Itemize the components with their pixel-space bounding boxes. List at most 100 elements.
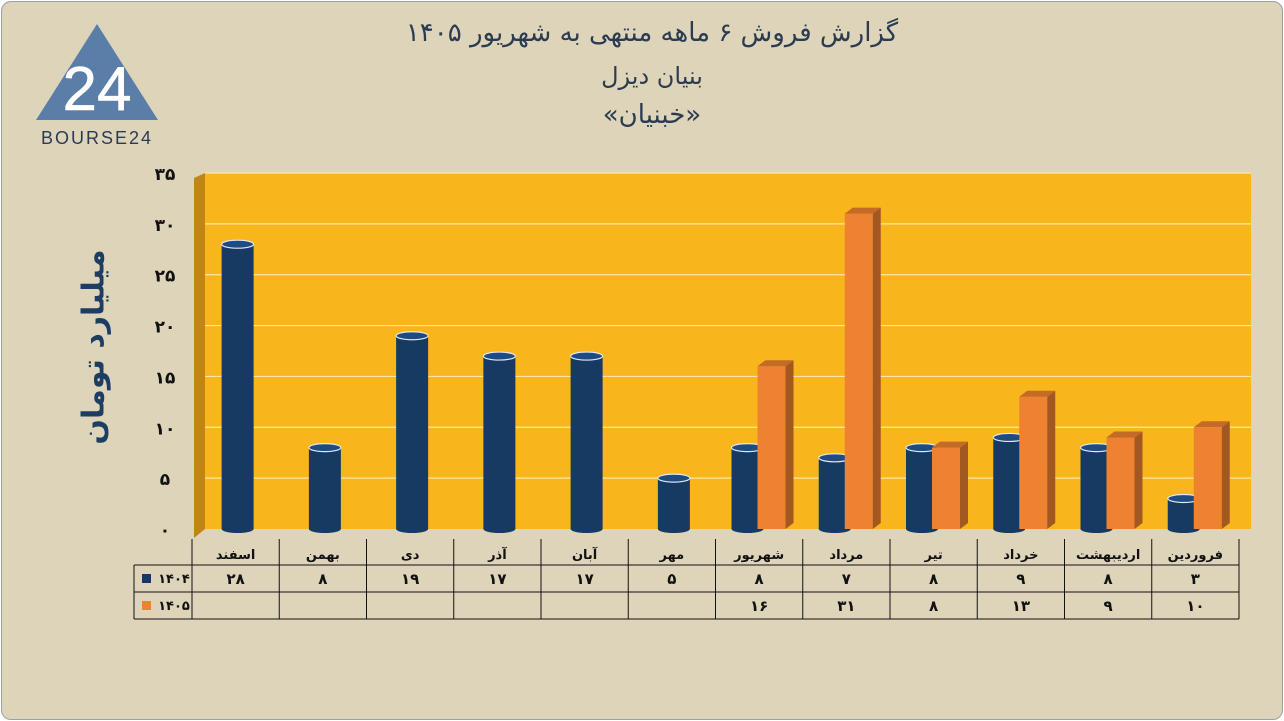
bar-body [483, 356, 516, 529]
x-tick-label: اسفند [216, 548, 255, 563]
bar-base [308, 525, 341, 533]
bar-front [844, 213, 873, 529]
bar-top [221, 239, 255, 249]
bar-base [818, 525, 851, 533]
data-label: ۵ [667, 570, 676, 588]
data-label: ۱۷ [575, 570, 593, 588]
data-label: ۸ [318, 570, 327, 588]
data-label: ۱۹ [401, 570, 419, 588]
data-label: ۸ [929, 570, 938, 588]
bar-top [482, 351, 516, 361]
legend-entry: ۱۴۰۴ [158, 572, 190, 587]
logo-triangle-icon [36, 24, 158, 120]
bar-top [657, 473, 691, 483]
bar-side [960, 441, 968, 529]
bar-1404 [657, 473, 691, 533]
y-tick-label: ۲۰ [155, 318, 176, 338]
bar-side [1221, 421, 1230, 529]
bar-1404 [308, 443, 342, 533]
bar-base [483, 525, 516, 533]
bar-1405 [1106, 431, 1143, 529]
data-label: ۸ [1104, 570, 1113, 588]
bar-front [1106, 437, 1135, 529]
x-tick-label: بهمن [306, 548, 340, 563]
bar-top [570, 351, 604, 361]
x-tick-label: مرداد [829, 548, 863, 563]
bar-top [395, 331, 429, 341]
legend-entry: ۱۴۰۵ [158, 599, 190, 614]
bar-1405 [1193, 421, 1230, 529]
bar-base [396, 525, 429, 533]
y-tick-label: ۵ [160, 470, 170, 490]
data-label: ۸ [929, 597, 938, 615]
y-tick-label: ۲۵ [155, 267, 176, 287]
data-label: ۳۱ [837, 597, 855, 615]
chart-subtitle: بنیان دیزل [601, 62, 703, 90]
bar-body [221, 244, 254, 529]
bar-side [872, 207, 881, 529]
plot-side-wall [194, 173, 205, 538]
bar-front [932, 447, 960, 529]
bar-front [1019, 396, 1048, 529]
bar-base [657, 525, 690, 533]
chart-ticker: «خبنیان» [602, 100, 702, 130]
bar-1404 [570, 351, 604, 533]
x-tick-label: تیر [923, 548, 942, 563]
x-tick-label: دی [401, 548, 420, 563]
x-tick-label: خرداد [1003, 548, 1038, 563]
bar-base [221, 525, 254, 533]
data-label: ۹ [1104, 597, 1113, 615]
data-label: ۳ [1191, 570, 1200, 588]
data-label: ۸ [755, 570, 764, 588]
bar-1405 [932, 441, 968, 529]
bar-1405 [844, 207, 881, 529]
bar-base [570, 525, 603, 533]
bar-body [570, 356, 603, 529]
y-tick-label: ۱۰ [155, 419, 176, 439]
x-tick-label: شهریور [733, 548, 784, 563]
y-tick-label: ۳۰ [155, 216, 176, 236]
bar-side [785, 360, 794, 529]
data-label: ۱۰ [1186, 597, 1204, 615]
bar-front [1193, 427, 1222, 529]
bar-cap [1106, 431, 1143, 438]
data-label: ۱۶ [750, 597, 768, 615]
bar-body [396, 335, 429, 529]
bar-1405 [1019, 390, 1056, 529]
data-label: ۷ [842, 570, 851, 588]
plot-area [205, 173, 1251, 529]
y-tick-label: ۱۵ [155, 368, 176, 388]
x-tick-label: آذر [487, 546, 507, 563]
x-tick-label: مهر [659, 548, 685, 563]
x-tick-label: فروردین [1168, 548, 1223, 563]
data-label: ۲۸ [226, 570, 244, 588]
logo-text: BOURSE24 [41, 128, 153, 148]
bar-cap [844, 207, 881, 214]
data-label: ۱۷ [488, 570, 506, 588]
bourse24-logo: 24 BOURSE24 [36, 24, 158, 148]
x-tick-label: آبان [572, 546, 598, 563]
bar-1405 [757, 360, 794, 529]
bar-cap [1193, 421, 1230, 428]
bar-base [906, 525, 938, 533]
x-tick-label: اردیبهشت [1076, 548, 1140, 563]
bar-side [1134, 431, 1143, 529]
bar-body [657, 478, 690, 529]
bar-base [1167, 525, 1200, 533]
bar-base [1080, 525, 1113, 533]
bar-side [1047, 390, 1056, 529]
bar-1404 [395, 331, 429, 533]
bar-body [308, 447, 341, 529]
legend-swatch [142, 574, 151, 583]
y-tick-label: ۰ [160, 521, 170, 541]
bar-1404 [482, 351, 516, 533]
bar-base [731, 525, 764, 533]
bar-top [308, 443, 342, 453]
y-tick-label: ۳۵ [155, 165, 176, 185]
data-label: ۱۳ [1012, 597, 1030, 615]
chart-title: گزارش فروش ۶ ماهه منتهی به شهریور ۱۴۰۵ [405, 18, 899, 48]
bar-1404 [221, 239, 255, 533]
bar-cap [757, 360, 794, 367]
